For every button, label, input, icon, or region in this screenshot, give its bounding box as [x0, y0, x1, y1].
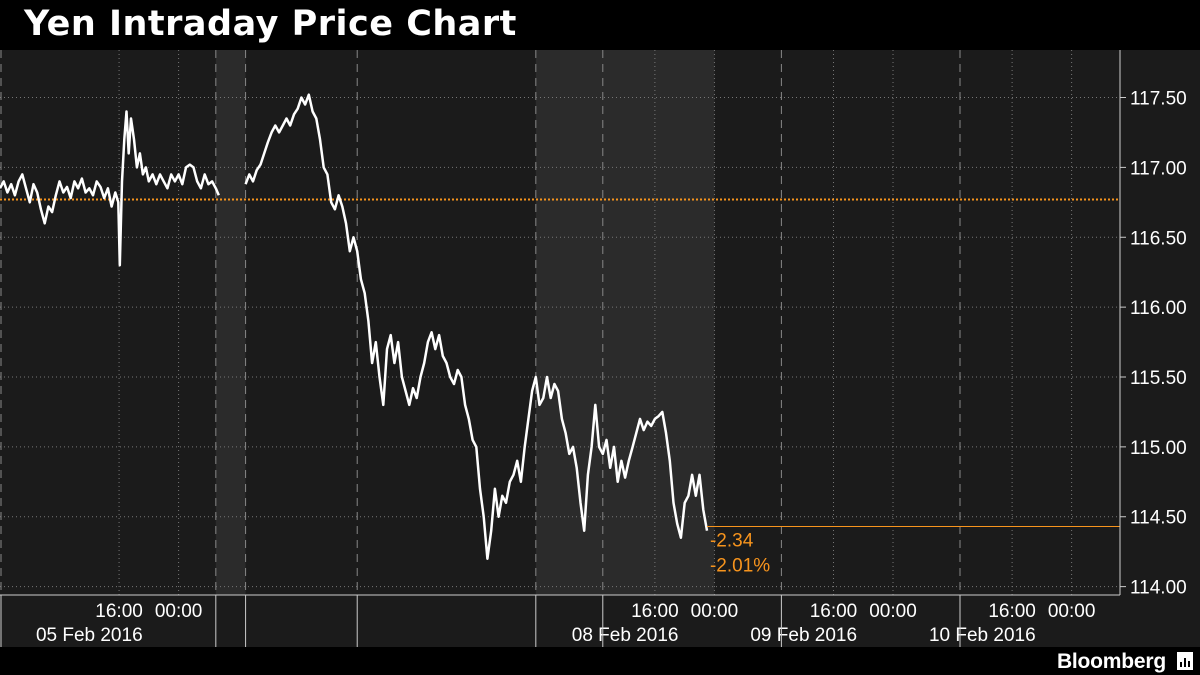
x-tick-label: 16:00: [988, 601, 1036, 622]
x-axis-panel: [0, 595, 1200, 647]
y-tick-label: 117.50: [1130, 89, 1187, 110]
x-tick-label: 16:00: [810, 601, 858, 622]
x-tick-label: 00:00: [691, 601, 739, 622]
day-separators: [0, 50, 961, 595]
y-tick-label: 114.00: [1130, 578, 1187, 599]
bloomberg-logo: Bloomberg: [1056, 650, 1166, 673]
x-tick-label: 00:00: [1048, 601, 1096, 622]
x-tick-label: 16:00: [95, 601, 143, 622]
session-shade: [535, 50, 715, 595]
grid-lines: [0, 50, 1120, 595]
y-axis: 114.00 114.50 115.00 115.50 116.00 116.50 117.…: [1120, 89, 1187, 599]
price-series-line: [0, 93, 709, 560]
y-tick-label: 115.50: [1130, 368, 1187, 389]
y-tick-label: 115.00: [1130, 438, 1187, 459]
y-axis-panel: [1120, 50, 1200, 595]
title-bar: Yen Intraday Price Chart: [0, 0, 1200, 50]
y-tick-label: 116.50: [1130, 228, 1187, 249]
price-chart: -2.34 -2.01% 114.00 114.50 115.00 115.50 116…: [0, 50, 1200, 647]
y-tick-label: 117.00: [1130, 158, 1187, 179]
y-tick-label: 114.50: [1130, 508, 1187, 529]
bloomberg-terminal-icon: [1177, 652, 1193, 670]
x-axis: 16:00 00:00 16:00 00:00 16:00 00:00 16:00 00:00…: [0, 595, 1096, 647]
x-date-label: 09 Feb 2016: [750, 625, 857, 646]
x-date-label: 10 Feb 2016: [929, 625, 1036, 646]
weekend-shade: [215, 50, 246, 595]
chart-title: Yen Intraday Price Chart: [24, 4, 517, 44]
x-tick-label: 00:00: [155, 601, 203, 622]
x-date-label: 08 Feb 2016: [572, 625, 679, 646]
footer: Bloomberg: [0, 647, 1200, 675]
x-date-label: 05 Feb 2016: [36, 625, 143, 646]
y-tick-label: 116.00: [1130, 298, 1187, 319]
x-tick-label: 00:00: [869, 601, 917, 622]
change-percent-label: -2.01%: [710, 556, 770, 577]
change-absolute-label: -2.34: [710, 531, 754, 552]
x-tick-label: 16:00: [631, 601, 679, 622]
